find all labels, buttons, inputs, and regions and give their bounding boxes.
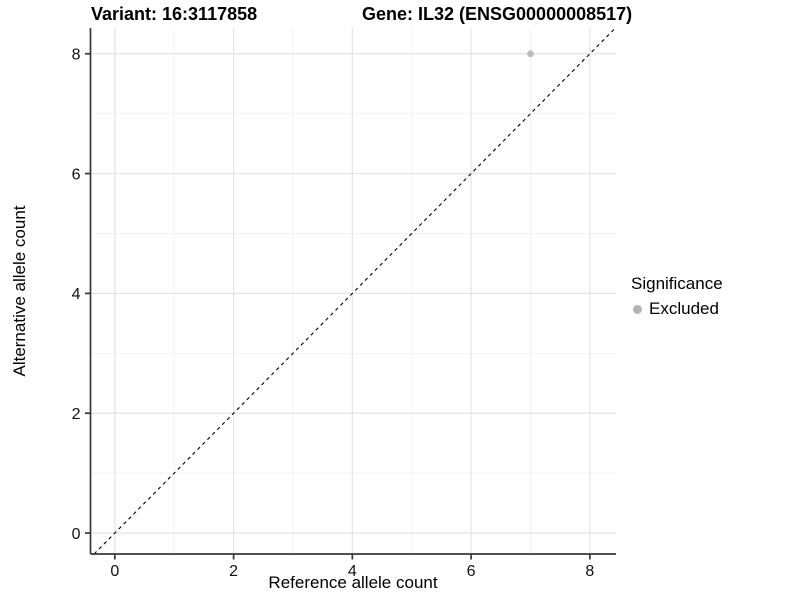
x-tick-label: 6 <box>467 563 476 580</box>
x-axis-title: Reference allele count <box>268 573 438 592</box>
x-tick-label: 0 <box>110 563 119 580</box>
x-tick-label: 2 <box>229 563 238 580</box>
y-tick-label: 0 <box>72 526 81 543</box>
x-tick-label: 4 <box>348 563 357 580</box>
data-point <box>527 50 534 58</box>
legend: Significance Excluded <box>631 274 723 319</box>
y-tick-label: 4 <box>72 286 81 303</box>
legend-item-excluded: Excluded <box>631 299 723 319</box>
variant-title: Variant: 16:3117858 <box>91 4 258 24</box>
y-tick-label: 8 <box>72 47 81 64</box>
y-tick-label: 2 <box>72 406 81 423</box>
identity-dashed-line <box>93 27 616 555</box>
x-tick-label: 8 <box>585 563 594 580</box>
gene-title: Gene: IL32 (ENSG00000008517) <box>362 4 633 24</box>
y-tick-label: 6 <box>72 166 81 183</box>
legend-title: Significance <box>631 274 723 293</box>
legend-item-label: Excluded <box>649 299 719 318</box>
legend-point-icon <box>633 304 642 314</box>
y-axis-title: Alternative allele count <box>10 205 29 377</box>
